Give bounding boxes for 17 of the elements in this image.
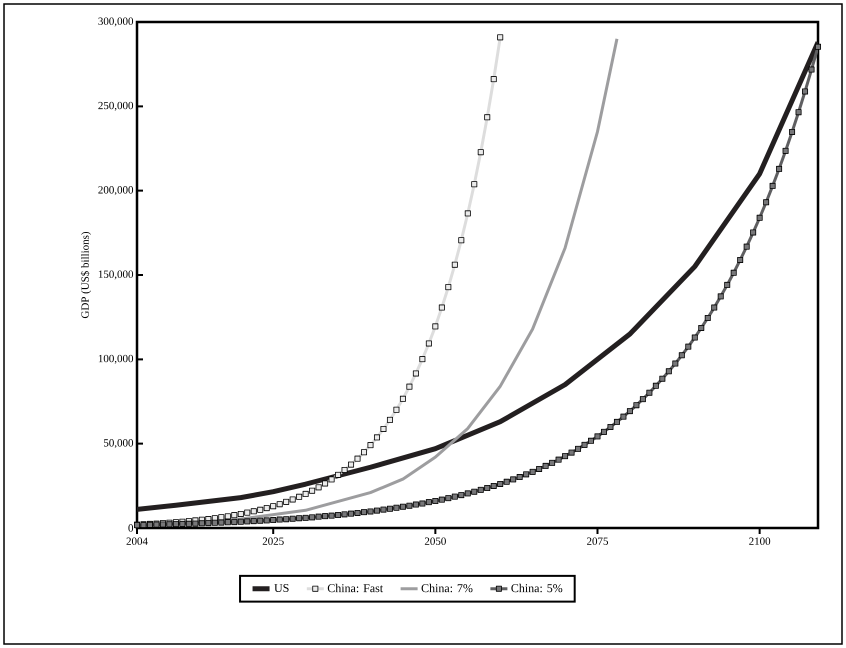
y-tick-label: 0 bbox=[128, 524, 134, 532]
y-tick-label: 200,000 bbox=[98, 186, 134, 196]
legend-label: China: 7% bbox=[422, 584, 472, 592]
x-tick-label: 2025 bbox=[262, 538, 284, 545]
y-tick-label: 250,000 bbox=[98, 102, 134, 111]
legend-label: China: 5% bbox=[511, 584, 562, 592]
y-tick-label: 150,000 bbox=[98, 270, 134, 280]
x-tick-label: 2050 bbox=[424, 538, 446, 545]
x-tick-label: 2004 bbox=[126, 538, 148, 545]
y-tick-label: 100,000 bbox=[98, 354, 134, 364]
x-tick-label: 2100 bbox=[749, 538, 770, 545]
y-tick-label: 50,000 bbox=[104, 439, 134, 448]
y-tick-label: 300,000 bbox=[98, 18, 134, 26]
y-axis-title: GDP (US$ billions) bbox=[80, 232, 92, 318]
legend-label: China: Fast bbox=[328, 584, 384, 592]
x-tick-label: 2075 bbox=[587, 538, 608, 545]
legend-label: US bbox=[274, 584, 289, 592]
